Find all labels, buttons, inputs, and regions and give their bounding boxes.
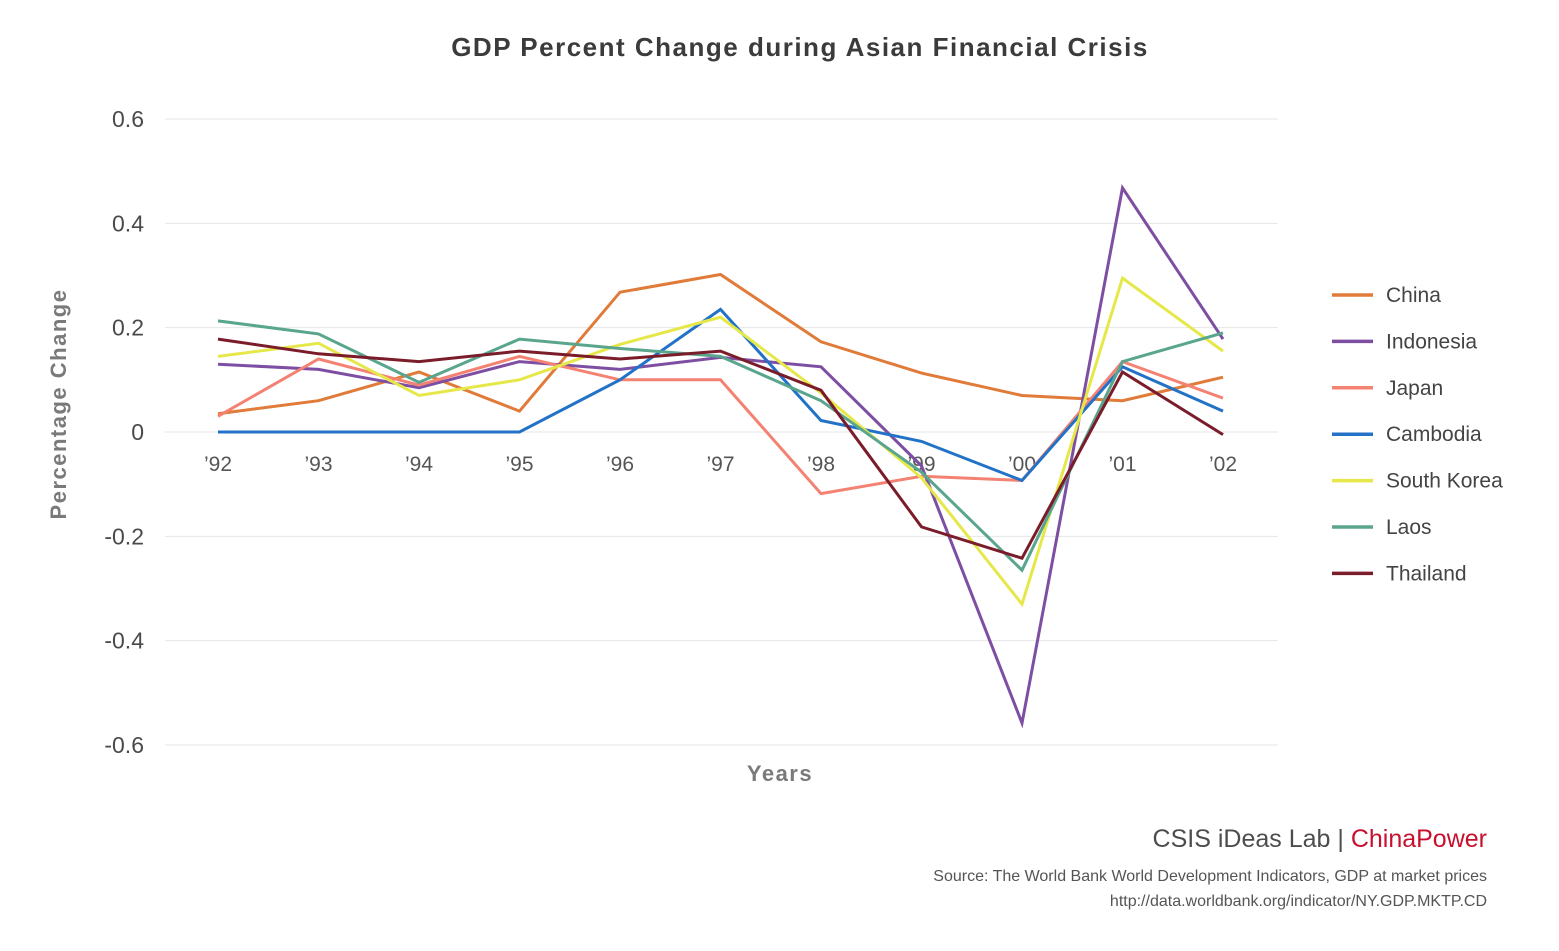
series-layer (217, 183, 1225, 729)
x-tick-label: ’93 (304, 453, 332, 476)
x-tick-label: ’94 (405, 453, 433, 476)
legend-label: South Korea (1386, 470, 1503, 493)
branding: CSIS iDeas Lab | ChinaPower (1153, 825, 1487, 853)
series-line-laos (217, 319, 1224, 573)
legend-label: Japan (1386, 377, 1443, 400)
source-line-1: Source: The World Bank World Development… (933, 868, 1487, 885)
series-line-thailand (217, 337, 1224, 560)
y-axis-title: Percentage Change (46, 289, 71, 520)
series-line-cambodia (218, 307, 1224, 483)
x-tick-label: ’98 (807, 453, 835, 476)
x-tick-label: ’01 (1108, 453, 1136, 476)
x-tick-label: ’00 (1008, 453, 1036, 476)
x-axis-ticks: ’92’93’94’95’96’97’98’99’00’01’02 (204, 453, 1237, 476)
y-tick-label: -0.4 (104, 628, 144, 654)
x-tick-label: ’96 (606, 453, 634, 476)
brand-main-text: CSIS iDeas Lab | (1153, 825, 1351, 853)
legend: China Indonesia Japan Cambodia South Korea La… (1332, 284, 1503, 585)
y-axis-ticks: 0.6 0.4 0.2 0 -0.2 -0.4 -0.6 (104, 106, 144, 758)
legend-label: Thailand (1386, 562, 1467, 585)
series-line-south-korea (217, 275, 1224, 608)
y-tick-label: 0.6 (112, 106, 144, 132)
x-tick-label: ’95 (505, 453, 533, 476)
legend-label: Indonesia (1386, 330, 1477, 353)
x-tick-label: ’02 (1209, 453, 1237, 476)
y-tick-label: 0.4 (112, 210, 144, 236)
brand-accent-text: ChinaPower (1351, 825, 1487, 853)
x-tick-label: ’92 (204, 453, 232, 476)
x-tick-label: ’97 (706, 453, 734, 476)
legend-label: Cambodia (1386, 423, 1482, 446)
legend-label: Laos (1386, 516, 1432, 539)
y-tick-label: -0.6 (104, 732, 144, 758)
x-axis-title: Years (747, 761, 813, 786)
y-tick-label: 0 (131, 419, 144, 445)
legend-label: China (1386, 284, 1441, 307)
y-tick-label: -0.2 (104, 523, 144, 549)
y-tick-label: 0.2 (112, 315, 144, 341)
series-line-china (217, 272, 1224, 416)
chart-title: GDP Percent Change during Asian Financia… (451, 32, 1149, 62)
source-line-2: http://data.worldbank.org/indicator/NY.G… (1110, 893, 1487, 910)
